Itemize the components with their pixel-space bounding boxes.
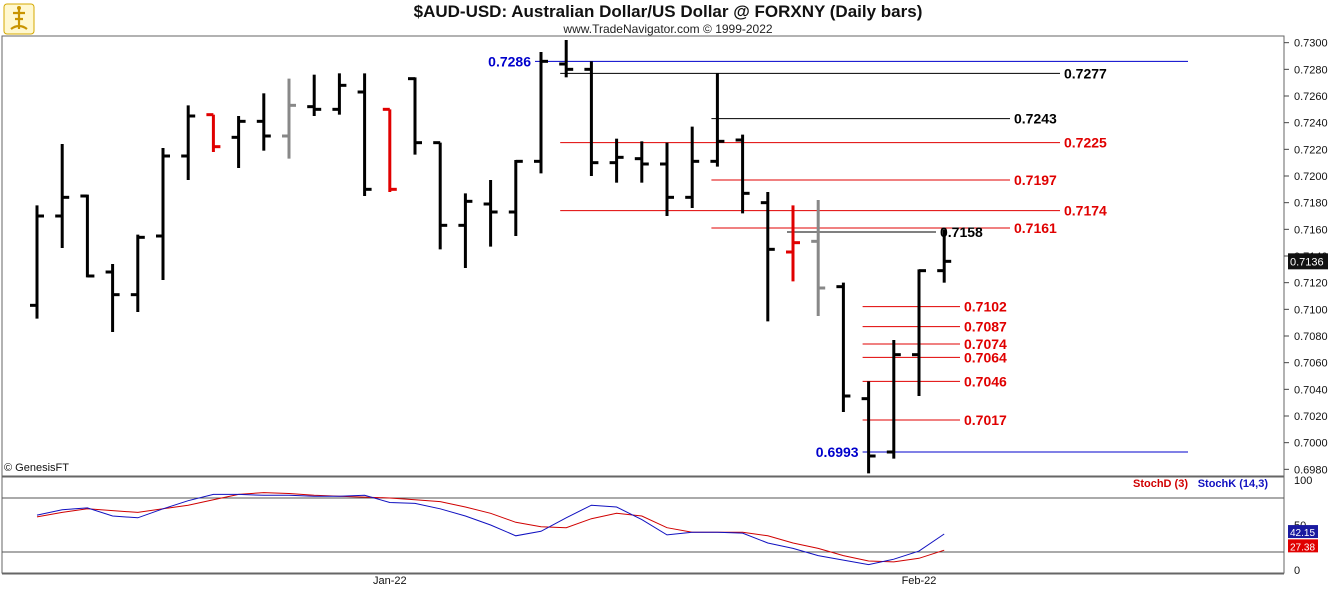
level-label: 0.7102 <box>964 299 1007 315</box>
price-tick-label: 0.7120 <box>1294 278 1328 290</box>
chart-title: $AUD-USD: Australian Dollar/US Dollar @ … <box>413 2 923 21</box>
price-tick-label: 0.7220 <box>1294 144 1328 156</box>
level-label: 0.7017 <box>964 412 1007 428</box>
stoch-series-line <box>36 492 945 563</box>
price-tick-label: 0.7180 <box>1294 198 1328 210</box>
level-label: 0.7074 <box>964 336 1007 352</box>
price-tick-label: 0.7000 <box>1294 438 1328 450</box>
stoch-panel-frame <box>1 476 1285 574</box>
price-panel-frame <box>1 35 1285 477</box>
level-label: 0.7286 <box>488 53 531 69</box>
price-tick-label: 0.7040 <box>1294 384 1328 396</box>
level-label: 0.7174 <box>1064 203 1107 219</box>
chart-subtitle: www.TradeNavigator.com © 1999-2022 <box>563 22 773 36</box>
price-tick-label: 0.7020 <box>1294 411 1328 423</box>
price-tick-label: 0.7240 <box>1294 118 1328 130</box>
level-label: 0.7064 <box>964 349 1007 365</box>
level-label: 0.7087 <box>964 319 1007 335</box>
x-tick-label: Jan-22 <box>373 575 407 587</box>
stoch-k-value: 42.15 <box>1290 528 1315 539</box>
level-label: 0.7277 <box>1064 65 1107 81</box>
stoch-k-value-box <box>1288 525 1318 539</box>
price-tick-label: 0.7280 <box>1294 64 1328 76</box>
level-label: 0.6993 <box>816 444 859 460</box>
stoch-tick-label: 100 <box>1294 475 1312 487</box>
level-label: 0.7161 <box>1014 220 1057 236</box>
price-tick-label: 0.7080 <box>1294 331 1328 343</box>
stoch-d-value-box <box>1288 539 1318 553</box>
stoch-legend-d: StochD (3) <box>1133 478 1188 490</box>
trade-navigator-logo-icon <box>3 3 35 35</box>
price-tick-label: 0.7160 <box>1294 224 1328 236</box>
last-price-box <box>1288 253 1328 270</box>
stoch-tick-label: 0 <box>1294 565 1300 577</box>
stoch-legend-k: StochK (14,3) <box>1198 478 1269 490</box>
price-tick-label: 0.7200 <box>1294 171 1328 183</box>
level-label: 0.7243 <box>1014 111 1057 127</box>
stoch-series-line <box>36 493 945 566</box>
level-label: 0.7197 <box>1014 172 1057 188</box>
stoch-d-value: 27.38 <box>1290 542 1315 553</box>
last-price-label: 0.7136 <box>1290 256 1324 268</box>
data-copyright: © GenesisFT <box>4 462 69 474</box>
x-tick-label: Feb-22 <box>902 575 937 587</box>
price-tick-label: 0.6980 <box>1294 464 1328 476</box>
price-tick-label: 0.7100 <box>1294 304 1328 316</box>
price-tick-label: 0.7300 <box>1294 38 1328 50</box>
level-label: 0.7046 <box>964 373 1007 389</box>
price-tick-label: 0.7260 <box>1294 91 1328 103</box>
level-label: 0.7158 <box>940 224 983 240</box>
level-label: 0.7225 <box>1064 135 1107 151</box>
price-tick-label: 0.7060 <box>1294 358 1328 370</box>
